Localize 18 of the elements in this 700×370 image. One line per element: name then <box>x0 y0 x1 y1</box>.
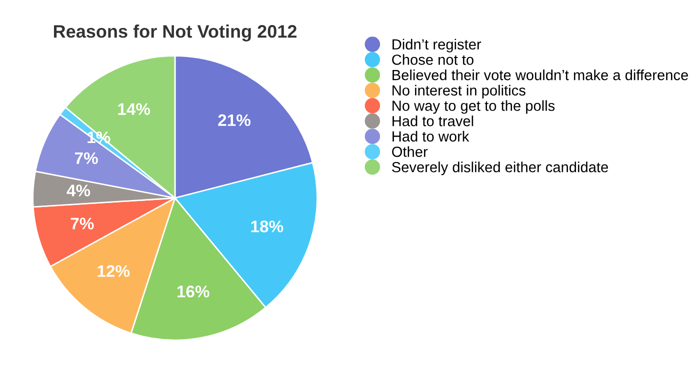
legend-label: Had to travel <box>392 116 474 126</box>
data-label: 7% <box>74 152 98 164</box>
legend-label: Didn’t register <box>392 38 482 52</box>
data-label: 16% <box>177 286 210 298</box>
data-label: 4% <box>66 184 90 196</box>
data-label: 12% <box>98 265 130 277</box>
legend-label: Believed their vote wouldn’t make a difference <box>392 70 688 80</box>
data-label: 21% <box>218 114 250 126</box>
data-label: 7% <box>70 218 94 230</box>
legend-label: No way to get to the polls <box>392 100 555 114</box>
legend-label: Severely disliked either candidate <box>392 162 608 176</box>
legend-label: Had to work <box>392 130 470 142</box>
legend-label: Other <box>392 146 428 157</box>
legend-label: No interest in politics <box>392 84 526 98</box>
data-label: 18% <box>251 220 284 232</box>
data-label: 14% <box>118 103 150 115</box>
chart-title: Reasons for Not Voting 2012 <box>54 24 297 42</box>
legend-label: Chose not to <box>392 54 474 65</box>
